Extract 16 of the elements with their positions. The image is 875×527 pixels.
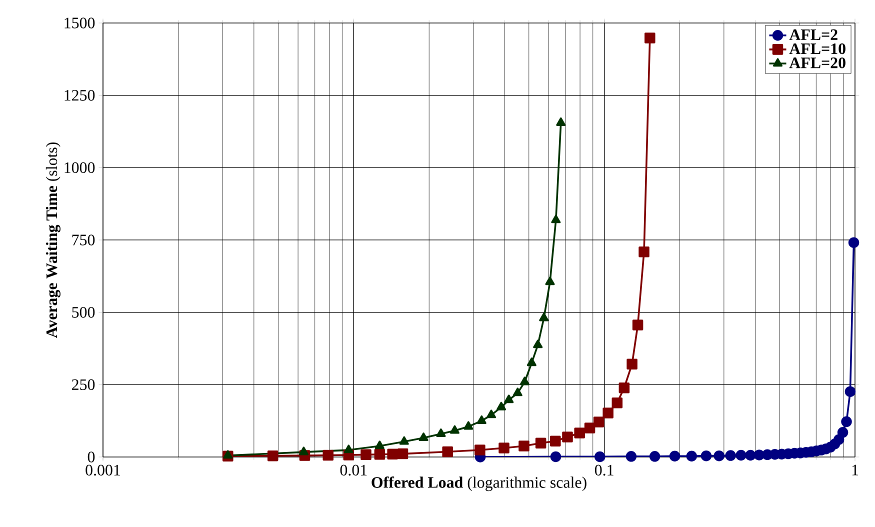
x-tick-label: 0.01 [340,464,367,476]
y-tick-label: 0 [88,452,95,462]
x-tick-label: 0.001 [86,464,120,476]
y-tick-label: 1250 [64,90,95,101]
x-axis-title: Offered Load (logarithmic scale) [372,476,586,492]
y-tick-label: 1000 [64,162,95,174]
legend-label: AFL=10 [789,43,846,54]
legend-label: AFL=2 [789,29,838,40]
y-tick-label: 250 [72,379,95,390]
legend-label: AFL=20 [789,57,846,68]
x-tick-label: 0.1 [594,464,614,476]
x-tick-label: 1 [852,464,858,476]
y-tick-label: 750 [72,234,95,246]
y-tick-label: 500 [72,306,95,318]
y-tick-label: 1500 [64,18,95,28]
y-axis-title: Average Waiting Time (slots) [46,142,60,338]
